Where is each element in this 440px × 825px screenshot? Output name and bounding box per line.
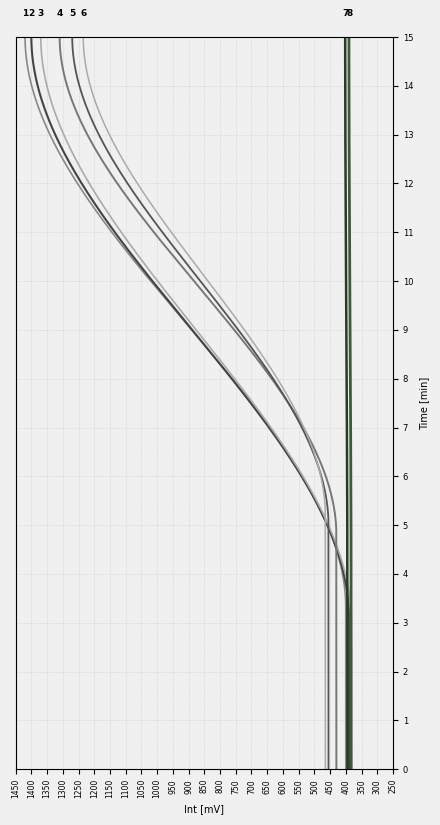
Text: 6: 6 [80,8,86,17]
Text: 1: 1 [22,8,28,17]
Text: 4: 4 [56,8,63,17]
Text: 2: 2 [28,8,34,17]
Text: 8: 8 [346,8,353,17]
Text: 7: 7 [342,8,348,17]
Y-axis label: Time [min]: Time [min] [419,376,429,430]
X-axis label: Int [mV]: Int [mV] [184,804,224,814]
Text: 3: 3 [38,8,44,17]
Text: 5: 5 [69,8,75,17]
